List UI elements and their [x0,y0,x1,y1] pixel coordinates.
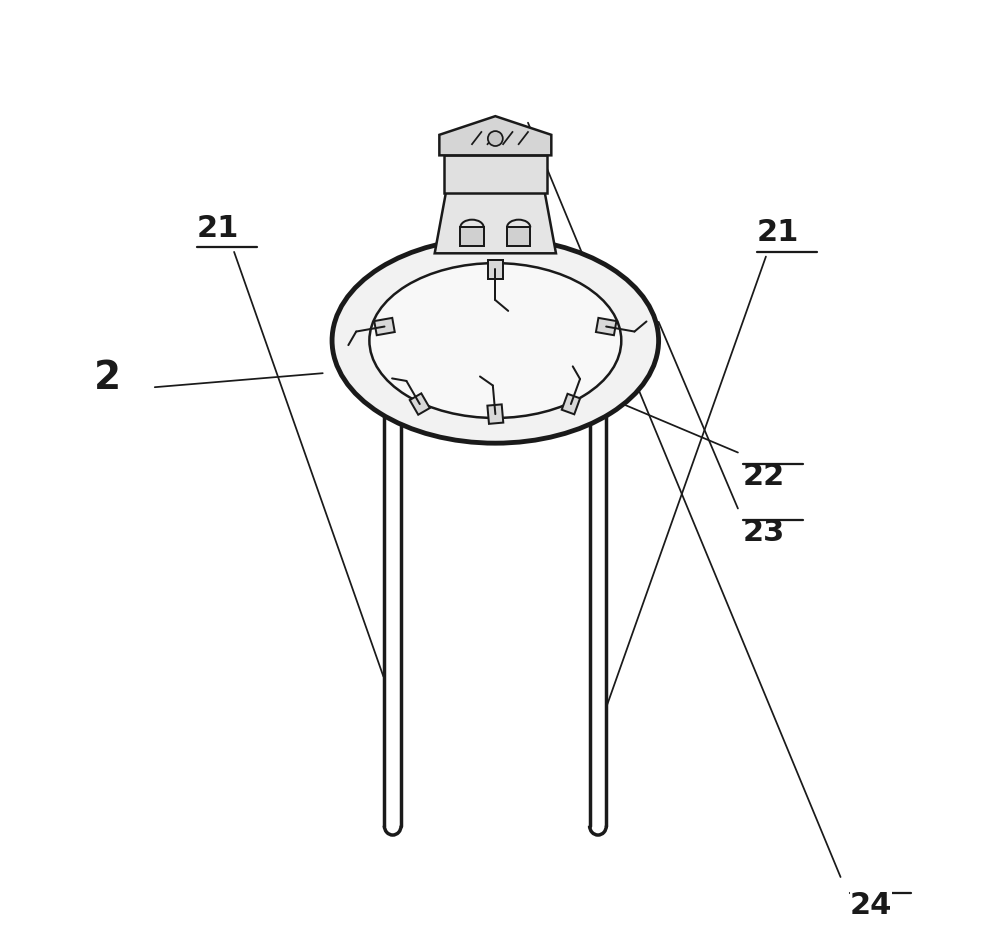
Ellipse shape [332,238,659,443]
Text: 24: 24 [850,891,892,920]
Polygon shape [439,116,551,155]
Polygon shape [562,394,580,414]
Polygon shape [488,259,503,279]
Polygon shape [596,318,616,335]
Polygon shape [435,192,556,253]
Polygon shape [487,404,503,424]
Bar [460,228,484,246]
Text: 21: 21 [197,214,239,243]
Bar [507,228,530,246]
Text: 21: 21 [757,218,799,247]
Text: 2: 2 [94,359,121,397]
Text: 23: 23 [743,518,785,547]
Polygon shape [374,318,395,335]
Ellipse shape [369,263,621,418]
Polygon shape [410,394,430,415]
Circle shape [488,131,503,146]
Text: 22: 22 [743,462,785,491]
Bar [444,155,547,192]
